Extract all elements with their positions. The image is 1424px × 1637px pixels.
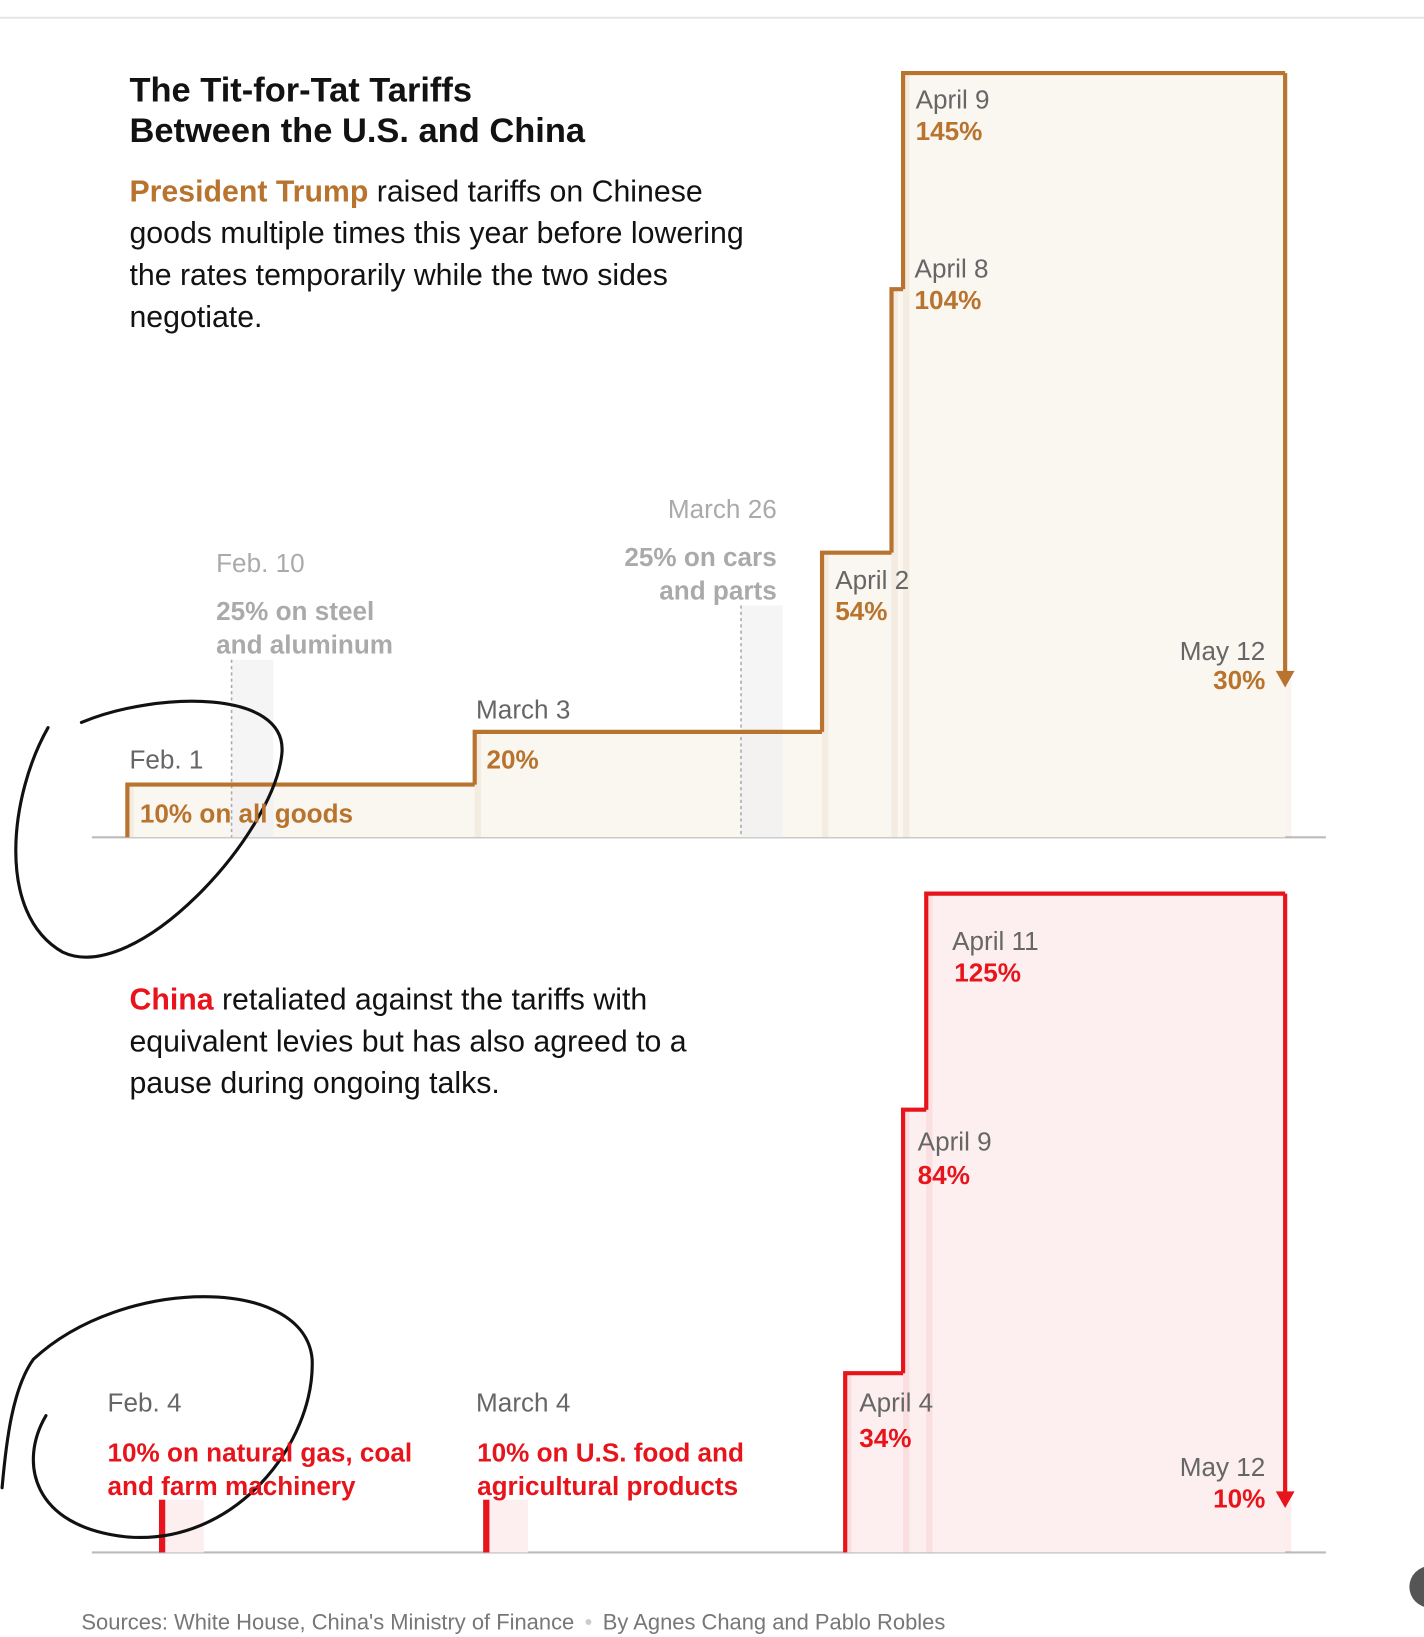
step-segment [900,70,1286,290]
step-segment [889,287,904,553]
arrow-head [1275,670,1295,688]
date-label: March 4 [476,1388,571,1418]
scroll-button[interactable] [1409,1566,1424,1608]
area-fill [845,893,1286,1553]
val-label: 54% [835,597,888,627]
step-segment [843,1371,904,1553]
step-segment [924,891,1286,1110]
note-label: 25% on cars and parts [624,542,777,606]
val-label: 10% on natural gas, coal and farm machin… [107,1438,413,1502]
footer: Sources: White House, China's Ministry o… [81,1611,945,1636]
hand-circle [0,1295,314,1540]
sector-bar [158,1499,166,1553]
separator: • [584,1610,593,1635]
step-segment [900,1107,927,1374]
sources: Sources: White House, China's Ministry o… [81,1610,575,1635]
date-label: April 4 [859,1388,934,1418]
val-label: 34% [859,1424,912,1454]
val-label: 10% on U.S. food and agricultural produc… [477,1438,744,1502]
date-label: April 11 [952,927,1039,957]
chart-title: The Tit-for-Tat Tariffs Between the U.S.… [129,69,586,150]
step-segment [125,782,475,838]
val-label: 84% [917,1160,970,1191]
intro-us: President Trump raised tariffs on Chines… [129,171,745,338]
date-label: April 9 [915,85,990,115]
intro-china: China retaliated against the tariffs wit… [129,979,745,1104]
date-label: April 9 [917,1127,992,1157]
byline: By Agnes Chang and Pablo Robles [602,1610,946,1635]
notedate-label: Feb. 10 [216,549,305,579]
val-label: 10% on all goods [139,799,354,829]
note-shade [740,605,783,838]
date-label: April 2 [835,565,910,596]
date-label: May 12 [1179,636,1266,667]
date-label: May 12 [1179,1453,1266,1483]
area-fill [127,73,1286,838]
val-label: 145% [915,116,983,147]
date-label: April 8 [914,254,989,284]
note-label: 25% on steel and aluminum [216,597,394,660]
sector-bar [483,1499,490,1553]
date-label: Feb. 1 [129,745,204,775]
note-shade [231,659,274,838]
notedate-label: March 26 [667,494,777,525]
val-label: 20% [486,745,539,775]
hand-circle [14,699,284,959]
step-segment [472,729,823,785]
val-label: 10% [1213,1484,1266,1514]
date-label: March 3 [476,695,571,725]
arrow-head [1275,1491,1295,1509]
val-label: 30% [1213,666,1266,696]
intro-text: raised tariffs on Chinese goods multiple… [129,175,744,335]
lead: President Trump [129,175,369,209]
date-label: Feb. 4 [107,1388,182,1418]
sector-shade [486,1499,529,1553]
val-label: 104% [914,286,982,316]
intro-text: retaliated against the tariffs with equi… [129,983,687,1101]
lead: China [129,983,214,1017]
step-segment [819,550,892,732]
val-label: 125% [954,958,1021,988]
